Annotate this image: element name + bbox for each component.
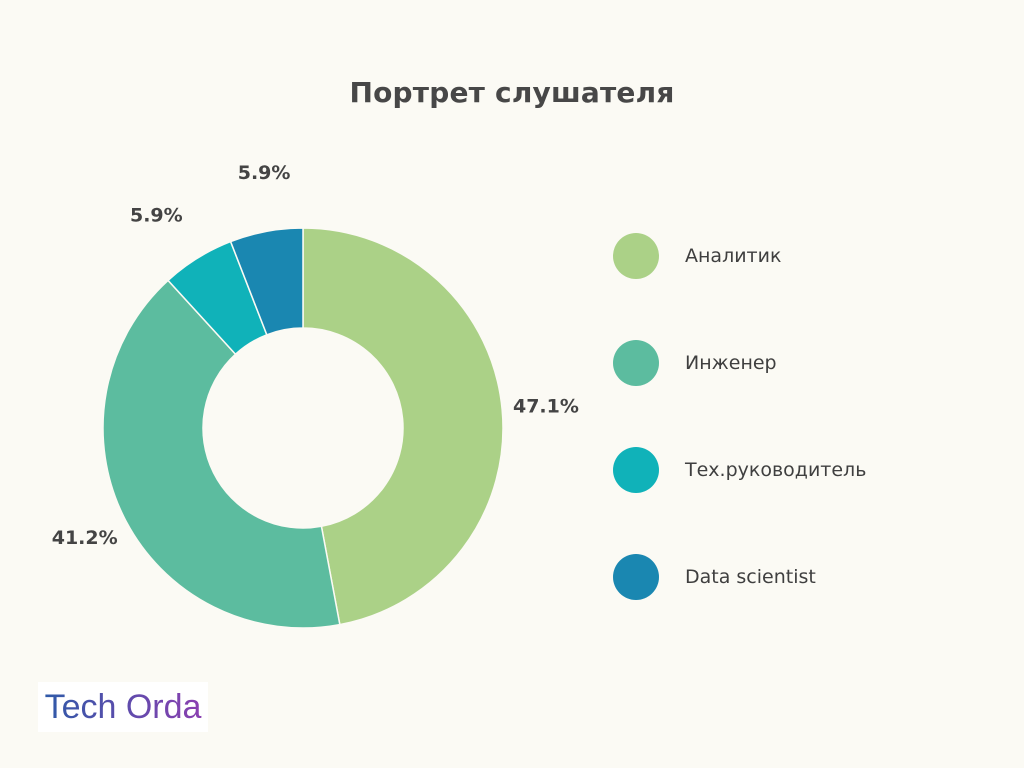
legend-swatch-2 [613,340,659,386]
donut-slice-4 [229,227,304,336]
legend-label-3: Тех.руководитель [685,459,867,481]
legend-item-3: Тех.руководитель [613,446,933,494]
donut-slice-1 [302,227,504,626]
legend-label-4: Data scientist [685,566,816,588]
legend-item-1: Аналитик [613,232,933,280]
slice-labels: 47.1% 41.2% 5.9% 5.9% [52,162,579,549]
legend-swatch-3 [613,447,659,493]
donut-slice-2 [102,279,341,629]
legend-label-2: Инженер [685,352,777,374]
donut-slices [102,227,504,629]
slice-label-3: 5.9% [130,205,183,227]
slice-label-2: 41.2% [52,527,118,549]
legend-item-4: Data scientist [613,553,933,601]
legend-swatch-1 [613,233,659,279]
slice-label-4: 5.9% [238,162,291,184]
legend-swatch-4 [613,554,659,600]
legend-item-2: Инженер [613,339,933,387]
slice-label-1: 47.1% [513,395,579,417]
chart-title: Портрет слушателя [349,76,675,109]
svg-text:Tech Orda: Tech Orda [45,688,202,726]
tech-orda-logo: Tech Orda [38,682,208,732]
legend-label-1: Аналитик [685,245,782,267]
